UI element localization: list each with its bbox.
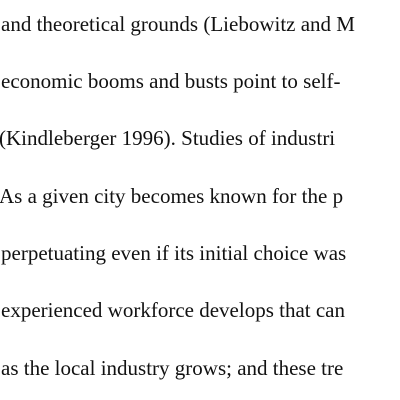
text-line: experienced workforce develops that can <box>1 298 345 322</box>
text-line: (Kindleberger 1996). Studies of industri <box>0 126 336 150</box>
text-line: economic booms and busts point to self- <box>1 69 341 93</box>
text-line: as the local industry grows; and these t… <box>1 356 344 380</box>
text-line: perpetuating even if its initial choice … <box>1 241 347 265</box>
text-line: and theoretical grounds (Liebowitz and M <box>1 12 355 36</box>
text-line: As a given city becomes known for the p <box>0 184 344 208</box>
